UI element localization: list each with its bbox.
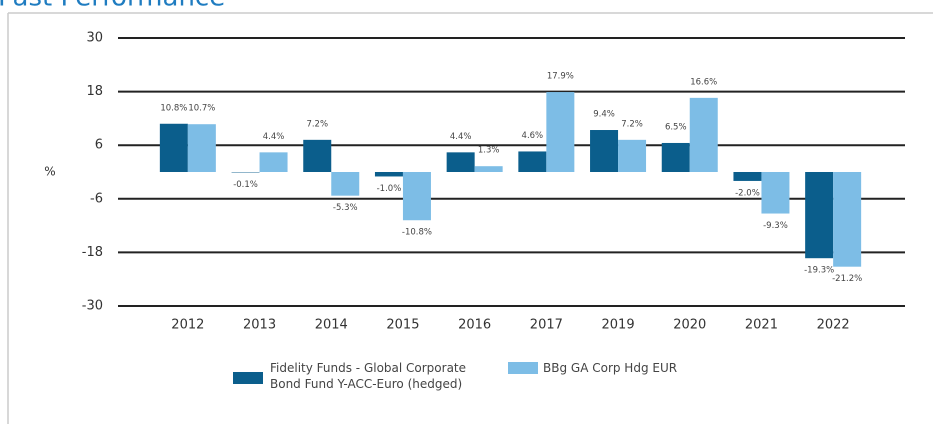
bar bbox=[661, 142, 690, 172]
x-tick-label: 2015 bbox=[386, 318, 419, 333]
bar bbox=[761, 172, 790, 214]
bar bbox=[733, 172, 762, 181]
legend-swatch bbox=[508, 362, 538, 374]
value-label: 10.7% bbox=[188, 104, 215, 114]
value-label: 10.8% bbox=[160, 103, 187, 113]
bar bbox=[402, 172, 431, 221]
value-label: 4.6% bbox=[522, 131, 544, 141]
value-label: 16.6% bbox=[690, 77, 717, 87]
y-tick-label: 30 bbox=[86, 31, 103, 46]
x-tick-label: 2013 bbox=[243, 318, 276, 333]
y-tick-label: -30 bbox=[82, 299, 103, 314]
bar bbox=[331, 172, 360, 196]
value-label: 7.2% bbox=[621, 119, 643, 129]
chart-title: Past Performance bbox=[0, 0, 225, 13]
value-label: 4.4% bbox=[263, 132, 285, 142]
y-axis-label: % bbox=[44, 165, 55, 179]
bar bbox=[187, 124, 216, 172]
value-label: -21.2% bbox=[832, 274, 862, 284]
y-tick-label: 6 bbox=[95, 138, 103, 153]
y-tick-label: -6 bbox=[90, 191, 103, 206]
bar bbox=[689, 97, 718, 172]
value-label: -19.3% bbox=[804, 266, 834, 276]
value-label: 9.4% bbox=[593, 110, 615, 120]
value-label: 7.2% bbox=[306, 119, 328, 129]
legend-swatch bbox=[233, 372, 263, 384]
bar bbox=[446, 152, 475, 172]
value-label: -9.3% bbox=[763, 221, 788, 231]
bar bbox=[518, 151, 547, 172]
y-tick-label: -18 bbox=[82, 245, 103, 260]
x-tick-label: 2014 bbox=[315, 318, 348, 333]
value-label: -1.0% bbox=[377, 184, 402, 194]
bar bbox=[259, 152, 288, 172]
value-label: 4.4% bbox=[450, 132, 472, 142]
legend-label: Fidelity Funds - Global Corporate Bond F… bbox=[270, 361, 467, 391]
x-tick-label: 2016 bbox=[458, 318, 491, 333]
bar bbox=[618, 139, 647, 172]
value-label: 6.5% bbox=[665, 122, 687, 132]
x-tick-label: 2017 bbox=[530, 318, 563, 333]
x-tick-label: 2019 bbox=[602, 318, 635, 333]
x-tick-label: 2012 bbox=[171, 318, 204, 333]
value-label: 1.3% bbox=[478, 146, 500, 156]
value-label: -2.0% bbox=[735, 188, 760, 198]
bar bbox=[159, 123, 188, 172]
value-label: -0.1% bbox=[233, 180, 258, 190]
legend-label: BBg GA Corp Hdg EUR bbox=[543, 361, 678, 375]
x-tick-label: 2020 bbox=[673, 318, 706, 333]
bar bbox=[303, 139, 332, 172]
bar bbox=[374, 172, 403, 177]
value-label: -10.8% bbox=[402, 228, 432, 238]
y-tick-label: 18 bbox=[86, 84, 103, 99]
x-tick-label: 2022 bbox=[817, 318, 850, 333]
x-tick-label: 2021 bbox=[745, 318, 778, 333]
value-label: -5.3% bbox=[333, 203, 358, 213]
bar bbox=[546, 92, 575, 172]
bar bbox=[805, 172, 834, 259]
bar bbox=[590, 130, 619, 172]
value-label: 17.9% bbox=[547, 72, 574, 82]
bar bbox=[833, 172, 862, 267]
bar bbox=[474, 166, 503, 172]
